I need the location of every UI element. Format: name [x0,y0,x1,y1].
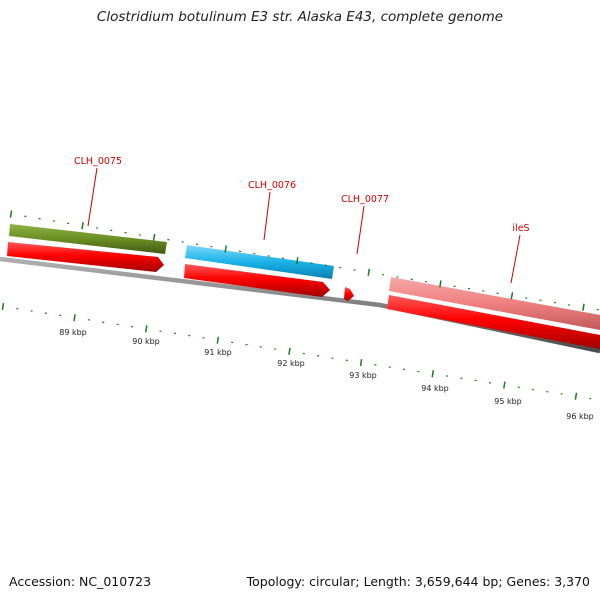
lower-track-major-tick [144,325,148,333]
scale-label-95kbp: 95 kbp [494,397,522,406]
lower-scale-track [1,302,592,400]
upper-track-major-tick [582,303,585,311]
lower-track-major-tick [574,392,578,400]
scale-label-90kbp: 90 kbp [132,337,160,346]
map-title: Clostridium botulinum E3 str. Alaska E43… [96,9,504,25]
gene-label-clh0075[interactable]: CLH_0075 [74,156,122,167]
upper-track-major-tick [439,280,442,288]
gene-label-iles[interactable]: ileS [512,223,529,234]
upper-track-major-tick [9,210,13,218]
gene-clh0076-feature[interactable] [185,245,334,279]
upper-track-major-tick [81,222,84,230]
lower-track-major-tick [216,336,220,344]
gene-iles-feature[interactable] [389,277,600,330]
genome-backbone [0,256,600,354]
scale-label-89kbp: 89 kbp [59,328,87,337]
lower-track-major-tick [503,381,506,389]
scale-label-92kbp: 92 kbp [277,359,305,368]
gene-clh0077-leader [356,205,365,255]
upper-track-major-tick [295,257,299,265]
upper-track-major-tick [367,268,371,276]
genome-summary-text: Topology: circular; Length: 3,659,644 bp… [246,574,590,589]
lower-track-major-tick [288,347,291,355]
scale-label-94kbp: 94 kbp [421,384,449,393]
scale-label-96kbp: 96 kbp [566,412,594,421]
lower-track-major-tick [359,358,363,367]
gene-clh0075-feature[interactable] [9,224,167,254]
upper-track-major-tick [152,233,156,241]
gene-label-clh0077[interactable]: CLH_0077 [341,194,389,205]
cds-clh0075-arrow[interactable] [7,242,164,272]
upper-track-major-tick [224,245,227,253]
upper-tick-track [9,210,599,311]
upper-track-major-tick [510,292,514,300]
gene-label-clh0076[interactable]: CLH_0076 [248,180,296,191]
scale-label-91kbp: 91 kbp [204,348,232,357]
lower-track-major-tick [1,302,5,311]
accession-text: Accession: NC_010723 [9,574,152,589]
gene-clh0075-leader [87,167,98,227]
cds-iles-arrow[interactable] [387,295,600,349]
scale-label-93kbp: 93 kbp [349,371,377,380]
lower-track-major-tick [431,370,435,378]
gene-iles-leader [510,234,521,284]
cds-clh0077-arrow[interactable] [344,287,354,301]
gene-clh0076-leader [263,191,271,241]
cds-clh0076-arrow[interactable] [184,264,330,297]
lower-track-major-tick [73,314,76,322]
